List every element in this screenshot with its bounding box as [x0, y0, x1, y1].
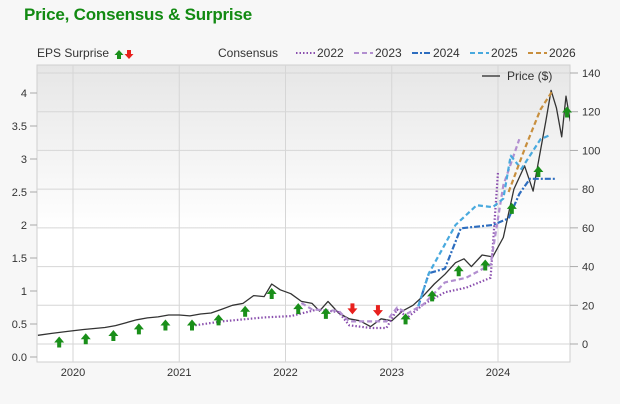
surprise-up-icon	[453, 265, 464, 277]
surprise-up-icon	[293, 303, 304, 315]
surprise-up-icon	[114, 50, 124, 59]
y-right-tick-label: 60	[582, 223, 594, 235]
surprise-up-icon	[400, 313, 411, 325]
legend-series-2023: 2023	[375, 46, 402, 60]
y-right-tick-label: 140	[582, 68, 600, 80]
surprise-up-icon	[80, 333, 91, 345]
consensus-series-legend: 2022 2023 2024 2025 2026	[296, 46, 576, 60]
surprise-up-icon	[427, 290, 438, 302]
x-tick-label: 2023	[380, 367, 404, 379]
y-right-tick-label: 20	[582, 300, 594, 312]
plot-area	[36, 64, 571, 363]
series-price-	[37, 89, 570, 336]
legend-series-2025: 2025	[491, 46, 518, 60]
surprise-up-icon	[240, 305, 251, 317]
surprise-up-icon	[187, 319, 197, 331]
legend-series-2026: 2026	[549, 46, 576, 60]
surprise-down-icon	[124, 50, 134, 59]
chart-title: Price, Consensus & Surprise	[24, 5, 252, 24]
y-left-tick-label: 3.5	[12, 121, 27, 133]
y-left-tick-label: 3	[21, 154, 27, 166]
x-tick-label: 2024	[486, 367, 510, 379]
eps-surprise-legend-label: EPS Surprise	[37, 46, 109, 60]
y-left-tick-label: 1.5	[12, 253, 27, 265]
x-tick-label: 2022	[273, 367, 297, 379]
series-2026	[507, 89, 555, 193]
series-2024	[417, 177, 557, 307]
price-legend-label: Price ($)	[507, 69, 552, 83]
y-right-tick-label: 100	[582, 145, 600, 157]
y-right-tick-label: 120	[582, 107, 600, 119]
legend: EPS Surprise Consensus 2022 2023 2024 2025 2…	[37, 46, 576, 60]
price-legend: Price ($)	[482, 69, 552, 83]
y-left-tick-label: 2.5	[12, 187, 27, 199]
y-left-tick-label: 0.5	[12, 319, 27, 331]
surprise-up-icon	[213, 314, 224, 326]
surprise-up-icon	[266, 287, 277, 299]
surprise-up-icon	[562, 106, 573, 118]
surprise-down-icon	[347, 303, 358, 315]
surprise-down-icon	[372, 305, 383, 317]
x-tick-label: 2021	[167, 367, 191, 379]
surprise-up-icon	[533, 166, 544, 178]
y-left-tick-label: 1	[21, 286, 27, 298]
surprise-up-icon	[320, 307, 331, 319]
eps-surprise-markers	[54, 106, 573, 348]
axes: 2020 2021 2022 2023 2024 0 20 40 60 80 100 120 140 0.…	[12, 68, 601, 379]
x-tick-label: 2020	[61, 367, 85, 379]
consensus-legend-label: Consensus	[218, 46, 278, 60]
y-left-tick-label: 4	[21, 88, 27, 100]
surprise-up-icon	[160, 319, 171, 331]
y-right-tick-label: 80	[582, 184, 594, 196]
y-right-tick-label: 40	[582, 262, 594, 274]
legend-series-2022: 2022	[317, 46, 344, 60]
surprise-up-icon	[108, 329, 119, 341]
y-left-tick-label: 0.0	[12, 352, 27, 364]
series-2023	[300, 138, 521, 323]
series-lines	[37, 89, 570, 336]
y-left-tick-label: 2	[21, 220, 27, 232]
surprise-up-icon	[54, 336, 65, 348]
legend-series-2024: 2024	[433, 46, 460, 60]
surprise-up-icon	[133, 323, 144, 335]
surprise-up-icon	[506, 202, 517, 214]
y-right-tick-label: 0	[582, 339, 588, 351]
surprise-up-icon	[480, 259, 491, 271]
series-2025	[417, 133, 552, 307]
